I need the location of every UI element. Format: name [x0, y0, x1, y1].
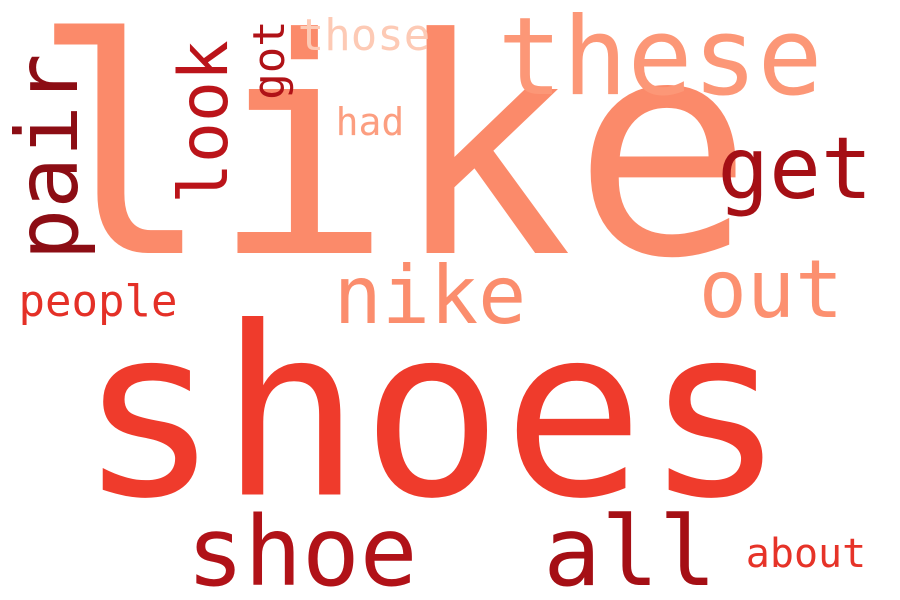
word-shoes: shoes	[78, 277, 786, 551]
word-these: these	[497, 0, 823, 120]
word-nike: nike	[333, 249, 527, 342]
word-get: get	[717, 119, 873, 219]
word-had: had	[335, 100, 405, 144]
word-all: all	[543, 496, 717, 600]
word-out: out	[698, 243, 844, 336]
word-like: like	[30, 0, 754, 324]
word-got: got	[244, 20, 295, 100]
word-shoe: shoe	[186, 496, 418, 600]
word-look: look	[165, 40, 244, 204]
word-pair: pair	[0, 53, 98, 261]
word-those: those	[297, 10, 431, 61]
word-people: people	[18, 276, 178, 327]
word-about: about	[745, 531, 867, 577]
